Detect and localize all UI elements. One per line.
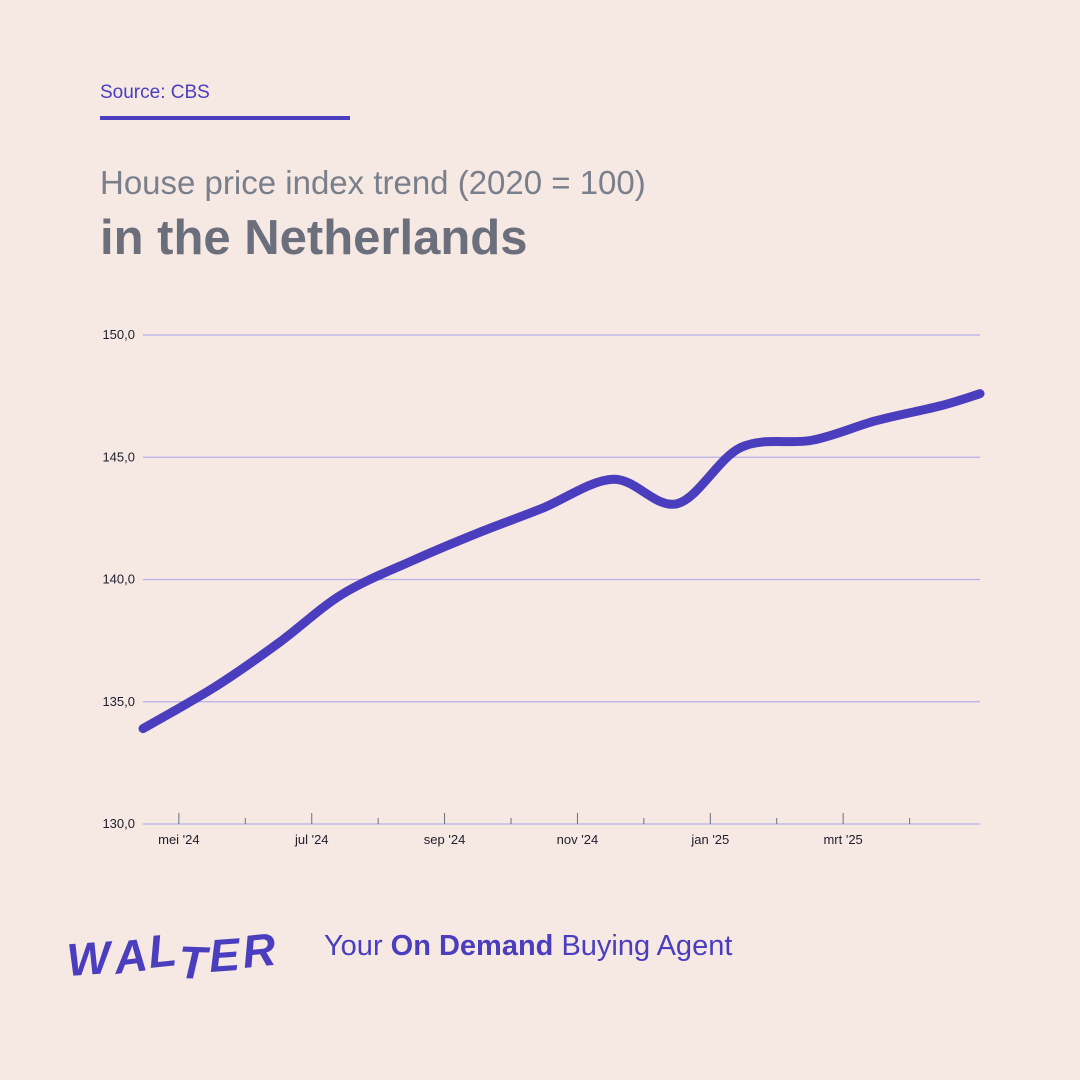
y-tick-label: 150,0: [102, 327, 135, 342]
x-tick-label: jul '24: [294, 832, 329, 847]
tagline-bold: On Demand: [390, 930, 554, 962]
x-tick-label: nov '24: [557, 832, 599, 847]
x-tick-label: mrt '25: [823, 832, 862, 847]
x-tick-label: sep '24: [424, 832, 466, 847]
chart-title: House price index trend (2020 = 100): [100, 164, 646, 201]
y-tick-label: 145,0: [102, 449, 135, 464]
source-label: Source: CBS: [100, 82, 210, 103]
y-tick-label: 130,0: [102, 816, 135, 831]
series-line: [138, 389, 985, 734]
svg-text:L: L: [146, 923, 179, 978]
x-tick-label: mei '24: [158, 832, 200, 847]
svg-text:W: W: [66, 931, 116, 986]
source-underline: [100, 116, 350, 120]
chart-subtitle: in the Netherlands: [100, 211, 528, 265]
svg-text:E: E: [207, 928, 243, 982]
tagline-post: Buying Agent: [553, 930, 733, 962]
tagline-pre: Your: [324, 930, 391, 962]
x-tick-label: jan '25: [690, 832, 729, 847]
y-tick-label: 135,0: [102, 694, 135, 709]
tagline: Your On Demand Buying Agent: [324, 930, 732, 963]
svg-text:R: R: [240, 923, 278, 978]
svg-text:A: A: [110, 928, 150, 984]
svg-text:T: T: [178, 936, 212, 988]
walter-logo: W A L T E R: [65, 918, 296, 993]
y-tick-label: 140,0: [102, 572, 135, 587]
walter-logo-mark: W A L T E R: [65, 923, 278, 989]
